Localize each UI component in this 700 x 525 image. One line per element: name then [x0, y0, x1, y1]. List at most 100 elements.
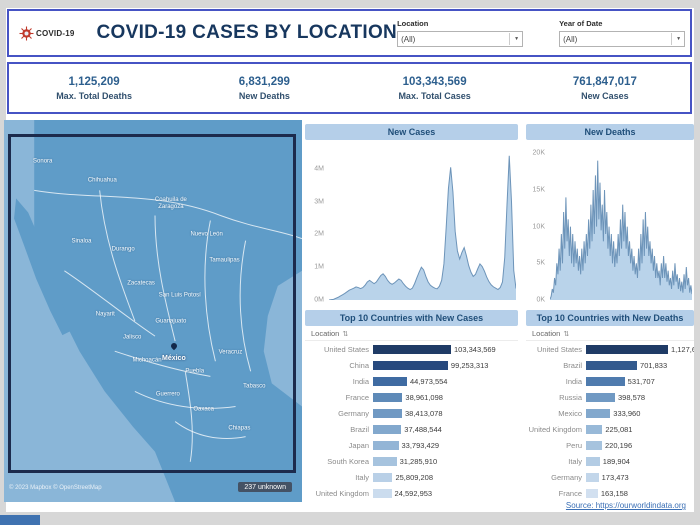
bar-row[interactable]: United States 103,343,569	[305, 341, 518, 357]
line-area	[550, 146, 692, 300]
kpi-label: Max. Total Deaths	[56, 90, 133, 101]
bar-row-value: 38,961,098	[405, 392, 443, 402]
bar-row[interactable]: India 44,973,554	[305, 373, 518, 389]
bar-row[interactable]: Brazil 37,488,544	[305, 421, 518, 437]
line-area	[329, 146, 516, 300]
bar-row[interactable]: United States 1,127,6	[526, 341, 694, 357]
bar-row-value: 44,973,554	[409, 376, 448, 386]
bar-row-value: 24,592,953	[394, 488, 433, 498]
bottom-blue-bar	[0, 515, 40, 525]
location-filter-value: (All)	[401, 34, 416, 44]
kpi-label: Max. Total Cases	[398, 90, 471, 101]
y-axis-label: 15K	[532, 186, 545, 194]
bar[interactable]	[586, 424, 603, 434]
bar-row[interactable]: Italy 189,904	[526, 453, 694, 469]
bar-row-label: Brazil	[350, 424, 369, 434]
y-axis: 0K 5K 10K 15K 20K	[526, 146, 548, 304]
unknown-count-badge[interactable]: 237 unknown	[238, 482, 292, 492]
bar-row[interactable]: India 531,707	[526, 373, 694, 389]
bar-row-label: United States	[536, 344, 582, 354]
bar[interactable]	[586, 472, 599, 482]
bar-row-label: Germany	[551, 472, 582, 482]
logo-text: COVID-19	[36, 28, 75, 38]
sort-header[interactable]: Location ⇅	[305, 327, 518, 341]
bar-row-label: Italy	[568, 456, 582, 466]
bar-row[interactable]: Brazil 701,833	[526, 357, 694, 373]
bar-row-value: 701,833	[640, 360, 668, 370]
kpi-max-total-deaths: 1,125,209 Max. Total Deaths	[9, 64, 179, 112]
bar-row[interactable]: Russia 398,578	[526, 389, 694, 405]
bar[interactable]	[373, 456, 397, 466]
sort-icon: ⇅	[342, 330, 349, 338]
bar-row-value: 173,473	[601, 472, 629, 482]
bar-row-value: 398,578	[617, 392, 646, 402]
mexico-map[interactable]: Sonora Chihuahua Coahuila de Zaragoza Nuevo…	[4, 120, 302, 502]
location-filter-dropdown[interactable]: (All) ▼	[397, 31, 524, 47]
bar-row-label: United Kingdom	[528, 424, 582, 434]
bar[interactable]	[373, 488, 392, 498]
bar[interactable]	[586, 376, 625, 386]
bar[interactable]	[373, 392, 403, 402]
y-axis-label: 2M	[314, 230, 324, 238]
map-marker-label: México	[161, 354, 186, 362]
filters: Location (All) ▼ Year of Date (All) ▼	[397, 19, 686, 47]
new-deaths-plot[interactable]: 0K 5K 10K 15K 20K	[526, 142, 694, 304]
kpi-value: 6,831,299	[238, 75, 290, 88]
bar[interactable]	[586, 344, 668, 354]
bar-row[interactable]: United Kingdom 225,081	[526, 421, 694, 437]
bar-row[interactable]: United Kingdom 24,592,953	[305, 485, 518, 500]
bar-row[interactable]: Italy 25,809,208	[305, 469, 518, 485]
bar-row[interactable]: China 99,253,313	[305, 357, 518, 373]
new-deaths-chart: New Deaths 0K 5K 10K 15K 20K	[526, 124, 694, 304]
chevron-down-icon: ▼	[509, 33, 519, 45]
bar-row[interactable]: Mexico 333,960	[526, 405, 694, 421]
bar[interactable]	[586, 456, 600, 466]
bar-row-label: France	[558, 488, 582, 498]
source-link[interactable]: Source: https://ourworldindata.org	[565, 501, 686, 510]
year-filter-dropdown[interactable]: (All) ▼	[559, 31, 686, 47]
bar[interactable]	[373, 360, 448, 370]
bar-row[interactable]: Germany 173,473	[526, 469, 694, 485]
kpi-new-deaths: 6,831,299 New Deaths	[179, 64, 349, 112]
bar[interactable]	[586, 488, 598, 498]
page-title: COVID-19 CASES BY LOCATION	[96, 22, 398, 43]
sort-header[interactable]: Location ⇅	[526, 327, 694, 341]
bar-row-value: 1,127,6	[671, 344, 694, 354]
bar[interactable]	[586, 408, 611, 418]
bar[interactable]	[586, 440, 602, 450]
bar[interactable]	[373, 424, 402, 434]
bar[interactable]	[586, 360, 638, 370]
bar-row[interactable]: Peru 220,196	[526, 437, 694, 453]
bar-row[interactable]: Japan 33,793,429	[305, 437, 518, 453]
new-cases-plot[interactable]: 0M 1M 2M 3M 4M	[305, 142, 518, 304]
top-cases-chart: Top 10 Countries with New Cases Location…	[305, 310, 518, 500]
bar[interactable]	[586, 392, 615, 402]
bar-row-label: Japan	[348, 440, 369, 450]
bar-row[interactable]: Germany 38,413,078	[305, 405, 518, 421]
bar-row[interactable]: France 163,158	[526, 485, 694, 500]
bar[interactable]	[373, 376, 407, 386]
kpi-value: 761,847,017	[572, 75, 637, 88]
virus-icon	[19, 26, 34, 40]
header: COVID-19 COVID-19 CASES BY LOCATION Loca…	[7, 9, 692, 57]
sort-icon: ⇅	[563, 330, 570, 338]
bar[interactable]	[373, 440, 399, 450]
map-land-shapes	[14, 120, 302, 502]
bar-row-value: 333,960	[613, 408, 641, 418]
bar-row[interactable]: South Korea 31,285,910	[305, 453, 518, 469]
bar-row[interactable]: France 38,961,098	[305, 389, 518, 405]
year-filter-value: (All)	[563, 34, 578, 44]
bar[interactable]	[373, 408, 402, 418]
y-axis-label: 1M	[314, 263, 324, 271]
kpi-value: 1,125,209	[68, 75, 120, 88]
bar[interactable]	[373, 472, 393, 482]
chart-title: New Deaths	[526, 124, 694, 140]
dashboard: COVID-19 COVID-19 CASES BY LOCATION Loca…	[4, 8, 694, 512]
bar-row-label: China	[349, 360, 369, 370]
sort-header-label: Location	[532, 329, 561, 338]
sort-header-label: Location	[311, 329, 340, 338]
y-axis-label: 0K	[536, 296, 545, 304]
y-axis: 0M 1M 2M 3M 4M	[305, 146, 327, 303]
bar[interactable]	[373, 344, 451, 354]
kpi-value: 103,343,569	[402, 75, 467, 88]
